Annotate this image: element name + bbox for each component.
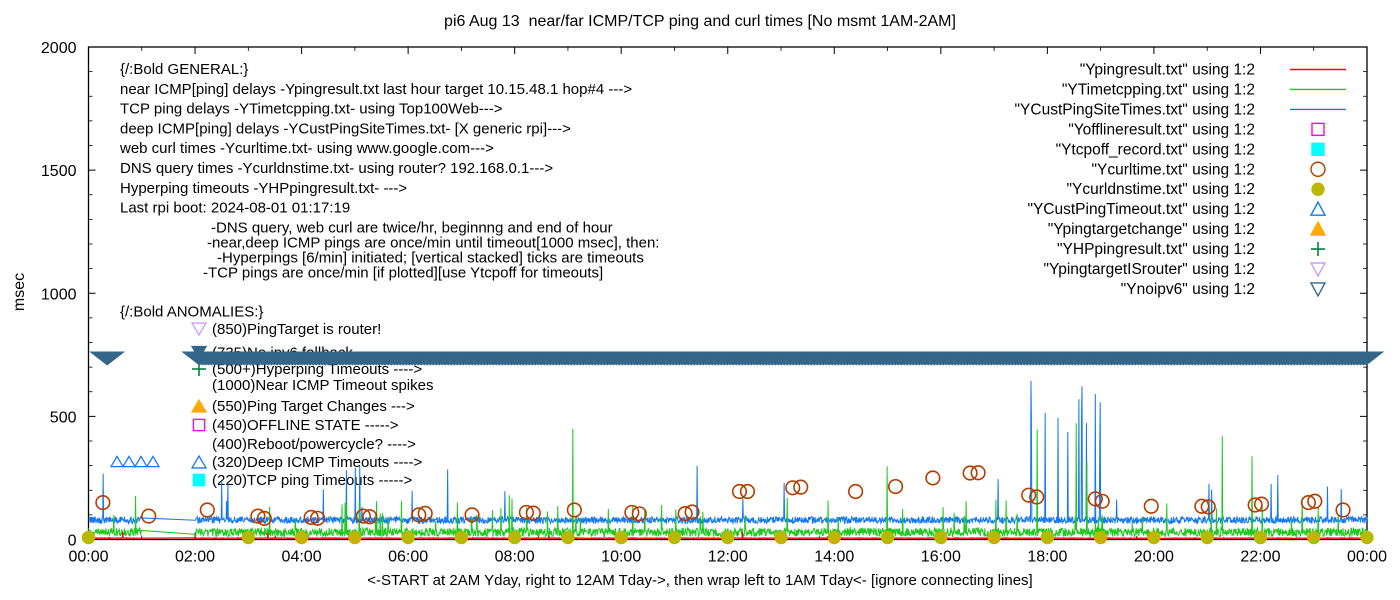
svg-text:04:00: 04:00 bbox=[282, 549, 322, 566]
svg-text:"Ypingresult.txt" using 1:2: "Ypingresult.txt" using 1:2 bbox=[1080, 62, 1255, 79]
svg-text:"YHPpingresult.txt" using 1:2: "YHPpingresult.txt" using 1:2 bbox=[1057, 241, 1255, 258]
svg-text:(320)Deep ICMP Timeouts ---->: (320)Deep ICMP Timeouts ----> bbox=[212, 454, 422, 471]
svg-text:<-START at 2AM Yday, right to: <-START at 2AM Yday, right to 12AM Tday-… bbox=[367, 572, 1032, 589]
svg-text:"YCustPingTimeout.txt" using 1: "YCustPingTimeout.txt" using 1:2 bbox=[1027, 201, 1255, 218]
svg-text:near ICMP[ping] delays -Ypingr: near ICMP[ping] delays -Ypingresult.txt … bbox=[120, 81, 632, 98]
svg-text:00:00: 00:00 bbox=[1347, 549, 1387, 566]
svg-text:02:00: 02:00 bbox=[175, 549, 215, 566]
svg-text:"Ytcpoff_record.txt" using 1:2: "Ytcpoff_record.txt" using 1:2 bbox=[1056, 141, 1255, 158]
svg-text:1500: 1500 bbox=[41, 163, 77, 180]
svg-text:1000: 1000 bbox=[41, 286, 77, 303]
svg-text:"Ycurldnstime.txt" using 1:2: "Ycurldnstime.txt" using 1:2 bbox=[1067, 181, 1255, 198]
svg-text:"YpingtargetISrouter" using 1:: "YpingtargetISrouter" using 1:2 bbox=[1044, 261, 1255, 278]
svg-text:10:00: 10:00 bbox=[601, 549, 641, 566]
svg-text:{/:Bold GENERAL:}: {/:Bold GENERAL:} bbox=[120, 61, 248, 78]
svg-text:(850)PingTarget is router!: (850)PingTarget is router! bbox=[212, 321, 381, 338]
svg-text:(400)Reboot/powercycle? ---->: (400)Reboot/powercycle? ----> bbox=[212, 436, 416, 453]
svg-text:"Ycurltime.txt" using 1:2: "Ycurltime.txt" using 1:2 bbox=[1092, 161, 1255, 178]
svg-text:pi6 Aug 13 near/far ICMP/TCP: pi6 Aug 13 near/far ICMP/TCP ping and cu… bbox=[444, 13, 956, 30]
svg-text:DNS query times -Ycurldnstime.: DNS query times -Ycurldnstime.txt- using… bbox=[120, 160, 553, 177]
svg-text:14:00: 14:00 bbox=[814, 549, 854, 566]
svg-text:06:00: 06:00 bbox=[388, 549, 428, 566]
svg-text:Last rpi boot: 2024-08-01 01:1: Last rpi boot: 2024-08-01 01:17:19 bbox=[120, 200, 350, 217]
svg-text:(1000)Near ICMP Timeout spikes: (1000)Near ICMP Timeout spikes bbox=[212, 377, 433, 394]
svg-text:-TCP pings are once/min [if pl: -TCP pings are once/min [if plotted][use… bbox=[203, 264, 603, 281]
svg-text:22:00: 22:00 bbox=[1240, 549, 1280, 566]
svg-text:(550)Ping Target Changes --->: (550)Ping Target Changes ---> bbox=[212, 398, 415, 415]
svg-text:"YCustPingSiteTimes.txt" using: "YCustPingSiteTimes.txt" using 1:2 bbox=[1015, 101, 1255, 118]
svg-text:2000: 2000 bbox=[41, 40, 77, 57]
svg-text:08:00: 08:00 bbox=[495, 549, 535, 566]
svg-text:Hyperping timeouts -YHPpingres: Hyperping timeouts -YHPpingresult.txt- -… bbox=[120, 180, 407, 197]
svg-text:web curl times -Ycurltime.txt-: web curl times -Ycurltime.txt- using www… bbox=[119, 140, 494, 157]
svg-text:(450)OFFLINE STATE ----->: (450)OFFLINE STATE -----> bbox=[212, 417, 399, 434]
svg-text:20:00: 20:00 bbox=[1134, 549, 1174, 566]
svg-text:18:00: 18:00 bbox=[1027, 549, 1067, 566]
svg-text:12:00: 12:00 bbox=[708, 549, 748, 566]
svg-text:500: 500 bbox=[50, 409, 77, 426]
svg-text:0: 0 bbox=[68, 533, 77, 550]
svg-text:{/:Bold ANOMALIES:}: {/:Bold ANOMALIES:} bbox=[120, 304, 263, 321]
svg-text:deep ICMP[ping] delays -YCustP: deep ICMP[ping] delays -YCustPingSiteTim… bbox=[120, 120, 571, 137]
svg-text:"YTimetcpping.txt" using 1:2: "YTimetcpping.txt" using 1:2 bbox=[1062, 81, 1255, 98]
svg-text:"Ypingtargetchange" using 1:2: "Ypingtargetchange" using 1:2 bbox=[1048, 221, 1255, 238]
svg-text:(220)TCP ping Timeouts ----->: (220)TCP ping Timeouts -----> bbox=[212, 472, 412, 489]
svg-text:16:00: 16:00 bbox=[921, 549, 961, 566]
svg-text:"Ynoipv6" using 1:2: "Ynoipv6" using 1:2 bbox=[1121, 281, 1255, 298]
svg-text:"Yofflineresult.txt" using 1:2: "Yofflineresult.txt" using 1:2 bbox=[1068, 121, 1255, 138]
svg-text:00:00: 00:00 bbox=[68, 549, 108, 566]
svg-text:TCP ping delays -YTimetcpping.: TCP ping delays -YTimetcpping.txt- using… bbox=[120, 101, 503, 118]
